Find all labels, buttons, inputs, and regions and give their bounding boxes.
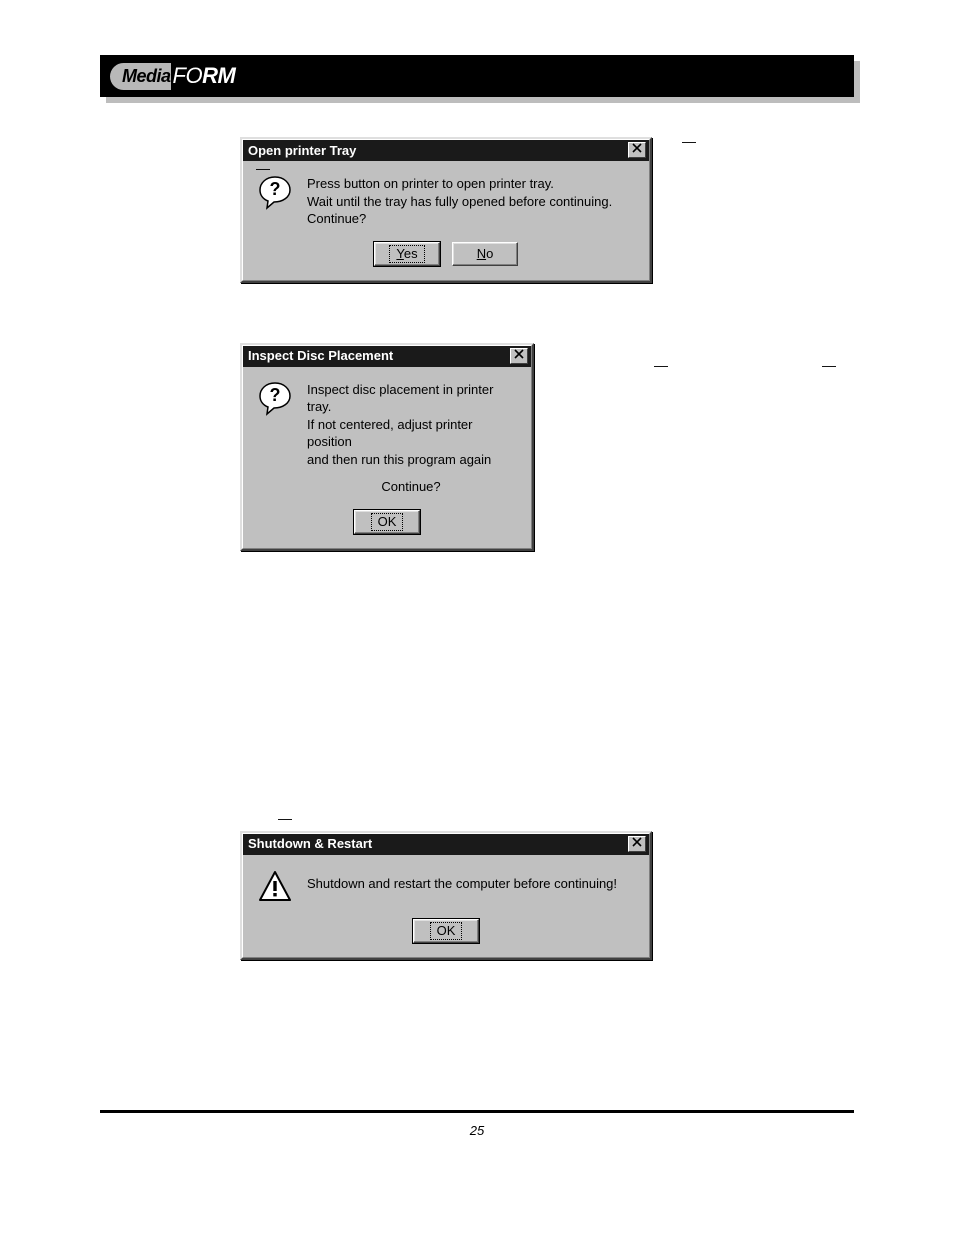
- logo-left: Media: [110, 63, 171, 90]
- dialog-title: Shutdown & Restart: [248, 836, 372, 851]
- button-row: OK: [243, 919, 649, 957]
- blank-space: [100, 551, 854, 781]
- no-button[interactable]: No: [452, 242, 518, 266]
- svg-text:?: ?: [270, 179, 281, 199]
- yes-button[interactable]: Yes: [374, 242, 440, 266]
- msg-line: Press button on printer to open printer …: [307, 175, 612, 193]
- msg-line: Inspect disc placement in printer tray.: [307, 381, 515, 416]
- exclamation-icon: [257, 869, 293, 905]
- dialog-body: Shutdown and restart the computer before…: [243, 855, 649, 919]
- svg-text:?: ?: [270, 385, 281, 405]
- dialog-title: Open printer Tray: [248, 143, 356, 158]
- dialog-titlebar: Open printer Tray: [243, 140, 649, 161]
- dialog-body: ? Press button on printer to open printe…: [243, 161, 649, 242]
- scan-mark: —: [822, 357, 836, 373]
- footer-rule: [100, 1110, 854, 1113]
- dialog-message: Shutdown and restart the computer before…: [307, 869, 617, 893]
- shutdown-restart-dialog: Shutdown & Restart Shutdown and: [240, 831, 652, 960]
- ok-button[interactable]: OK: [413, 919, 479, 943]
- msg-line: Continue?: [307, 478, 515, 496]
- msg-line: Shutdown and restart the computer before…: [307, 875, 617, 893]
- blank-space: [100, 960, 854, 1070]
- scan-mark: —: [682, 133, 696, 149]
- msg-line: Continue?: [307, 210, 612, 228]
- button-row: OK: [243, 510, 531, 548]
- close-icon[interactable]: [628, 836, 646, 852]
- question-icon: ?: [257, 381, 293, 417]
- close-icon[interactable]: [510, 348, 528, 364]
- inspect-disc-placement-dialog: Inspect Disc Placement ? Inspect disc pl…: [240, 343, 534, 551]
- scan-mark: —: [654, 357, 668, 373]
- open-printer-tray-dialog: Open printer Tray ? Press button on prin…: [240, 137, 652, 283]
- dialog-message: Press button on printer to open printer …: [307, 175, 612, 228]
- page-number: 25: [100, 1123, 854, 1138]
- document-page: Media FORM — — Open printer Tray: [0, 0, 954, 1178]
- msg-line: If not centered, adjust printer position: [307, 416, 515, 451]
- question-icon: ?: [257, 175, 293, 211]
- scan-mark: —: [278, 810, 292, 826]
- scan-mark: —: [256, 160, 270, 176]
- header-bar: Media FORM: [100, 55, 854, 97]
- close-icon[interactable]: [628, 142, 646, 158]
- ok-button[interactable]: OK: [354, 510, 420, 534]
- dialog-titlebar: Shutdown & Restart: [243, 834, 649, 855]
- dialog-title: Inspect Disc Placement: [248, 348, 393, 363]
- msg-line: and then run this program again: [307, 451, 515, 469]
- msg-line: Wait until the tray has fully opened bef…: [307, 193, 612, 211]
- mediaform-logo: Media FORM: [110, 59, 235, 93]
- dialog-message: Inspect disc placement in printer tray. …: [307, 381, 515, 496]
- dialog-titlebar: Inspect Disc Placement: [243, 346, 531, 367]
- button-row: Yes No: [243, 242, 649, 280]
- dialog-body: ? Inspect disc placement in printer tray…: [243, 367, 531, 510]
- logo-right: FORM: [171, 63, 236, 89]
